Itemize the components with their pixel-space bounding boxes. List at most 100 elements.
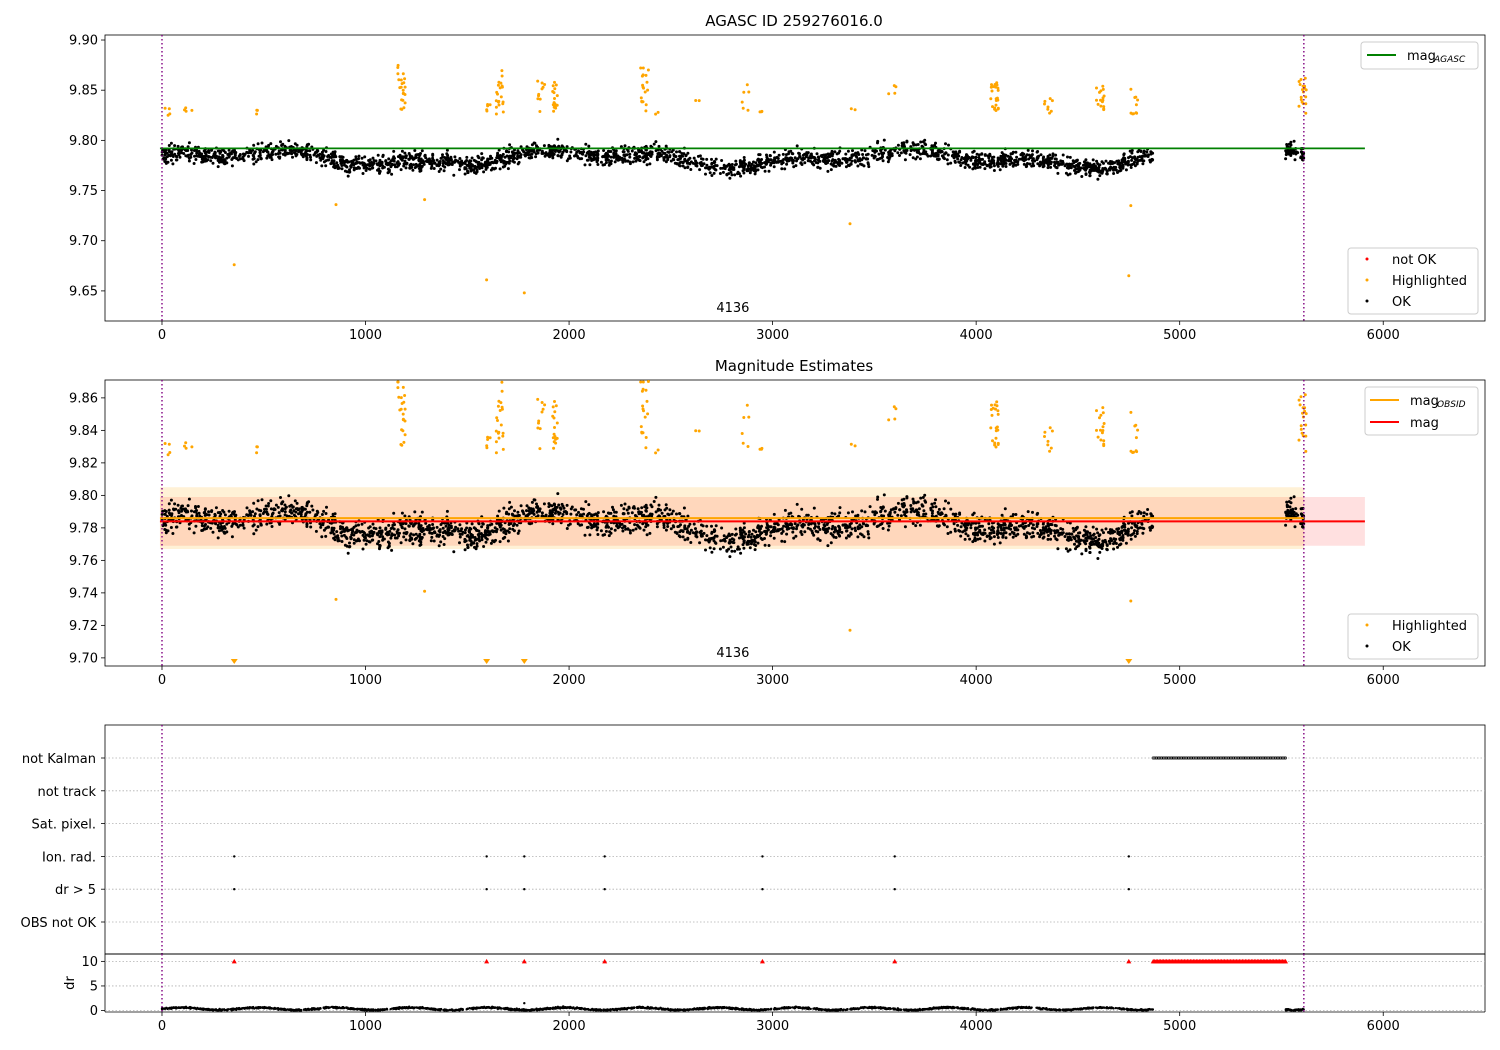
ok-point xyxy=(668,155,672,159)
ok-point xyxy=(487,533,491,537)
ok-point xyxy=(216,511,220,515)
ok-point xyxy=(174,507,178,511)
ok-point xyxy=(238,523,242,527)
ok-point xyxy=(1108,541,1112,545)
ok-point xyxy=(1035,522,1039,526)
ok-point xyxy=(363,155,367,159)
ok-point xyxy=(469,164,473,168)
ok-point xyxy=(790,158,794,162)
ok-point xyxy=(682,506,686,510)
ok-point xyxy=(217,155,221,159)
ok-point xyxy=(1000,160,1004,164)
ok-point xyxy=(435,525,439,529)
highlighted-point xyxy=(555,103,559,107)
ok-point xyxy=(387,541,391,545)
ok-point xyxy=(439,167,443,171)
ok-point xyxy=(1084,532,1088,536)
ok-point xyxy=(956,152,960,156)
ok-point xyxy=(463,528,467,532)
ok-point xyxy=(169,158,173,162)
ok-point xyxy=(386,530,389,534)
ok-point xyxy=(841,523,845,527)
ok-point xyxy=(200,152,204,156)
ok-point xyxy=(880,514,884,518)
ok-point xyxy=(996,536,1000,539)
ok-point xyxy=(530,521,534,525)
magnitude-estimates-panel: Magnitude Estimates 0 1000 2000 3000 4000 500… xyxy=(69,357,1486,688)
ok-point xyxy=(437,170,441,173)
ok-point xyxy=(922,512,926,516)
ok-point xyxy=(866,161,870,165)
ok-point xyxy=(923,142,927,146)
ok-point xyxy=(550,150,554,154)
ok-point xyxy=(205,527,208,531)
ok-point xyxy=(934,505,938,509)
ok-point xyxy=(1049,531,1053,535)
highlighted-point xyxy=(849,107,853,111)
ok-point xyxy=(1105,548,1109,552)
ok-point xyxy=(1098,545,1102,549)
ok-point xyxy=(596,163,600,166)
ok-point xyxy=(476,154,480,158)
ok-point xyxy=(476,533,480,537)
ok-point xyxy=(511,151,515,155)
ok-point xyxy=(829,168,833,172)
ok-point xyxy=(588,163,592,167)
ok-point xyxy=(800,157,804,161)
highlighted-point xyxy=(1304,102,1308,106)
ok-point xyxy=(1053,164,1056,168)
ok-point xyxy=(1133,529,1136,533)
ok-point xyxy=(178,155,182,159)
ok-point xyxy=(335,530,339,534)
ok-point xyxy=(501,152,505,156)
ok-point xyxy=(521,149,525,152)
ok-point xyxy=(497,148,501,152)
ok-point xyxy=(930,151,934,155)
ok-point xyxy=(978,165,982,169)
ok-point xyxy=(718,547,722,551)
highlighted-point xyxy=(639,96,643,100)
ok-point xyxy=(321,523,325,527)
ok-point xyxy=(622,507,626,511)
ok-point xyxy=(961,530,965,534)
ok-point xyxy=(1112,542,1115,546)
ok-point xyxy=(713,529,717,533)
ok-point xyxy=(534,155,538,159)
ok-point xyxy=(887,150,891,154)
ok-point xyxy=(1130,156,1134,160)
ok-point xyxy=(742,167,746,171)
ok-point xyxy=(1036,150,1040,153)
ok-point xyxy=(720,159,724,162)
ok-point xyxy=(171,155,175,158)
ok-point xyxy=(795,144,799,148)
ok-point xyxy=(449,524,453,528)
ok-point xyxy=(886,528,890,532)
ok-point xyxy=(1014,513,1018,516)
ok-point xyxy=(1130,514,1134,518)
ok-point xyxy=(595,151,599,155)
ok-point xyxy=(664,503,668,507)
ok-point xyxy=(1016,162,1020,166)
ok-point xyxy=(650,151,654,155)
ok-point xyxy=(742,540,746,544)
ok-point xyxy=(776,160,780,164)
ok-point xyxy=(704,548,707,552)
ok-point xyxy=(203,513,207,517)
highlighted-point xyxy=(255,112,259,116)
ok-point xyxy=(1117,159,1121,163)
ok-point xyxy=(744,532,748,536)
ok-point xyxy=(1289,154,1293,157)
ok-point xyxy=(1049,165,1053,169)
agasc-x-tick-label: 1000 xyxy=(349,328,382,343)
ok-point xyxy=(511,527,515,531)
ok-point xyxy=(652,142,656,146)
ok-point xyxy=(294,154,298,158)
ok-point xyxy=(364,536,367,540)
ok-point xyxy=(866,152,870,156)
ok-point xyxy=(812,506,816,510)
ok-point xyxy=(413,510,417,514)
ok-point xyxy=(591,152,595,156)
ok-point xyxy=(210,509,214,513)
highlighted-point xyxy=(747,90,751,94)
